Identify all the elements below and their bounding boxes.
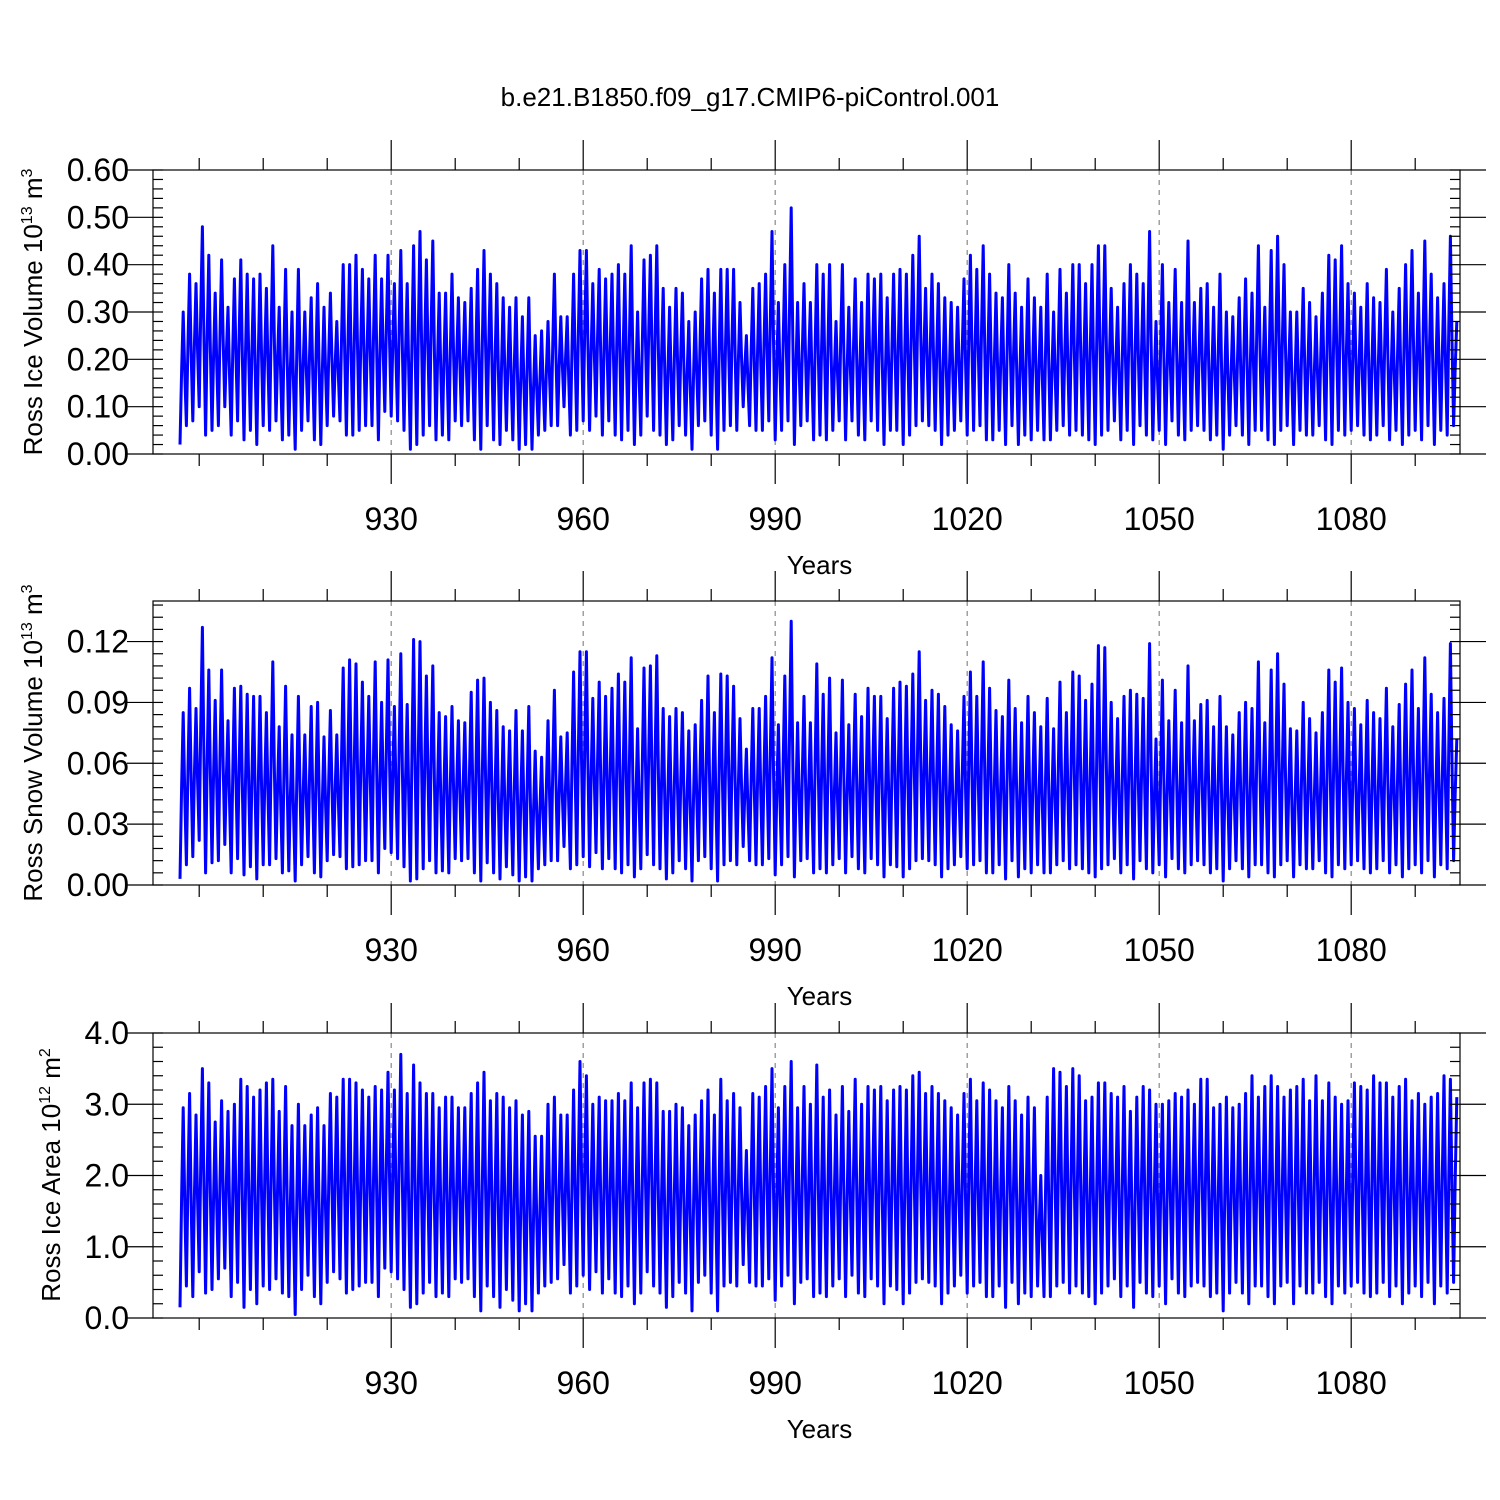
ross-snow-volume-xtick-label: 1020 xyxy=(932,932,1003,968)
ross-ice-area-ytick-label: 0.0 xyxy=(85,1300,129,1336)
ross-ice-area-ytick-label: 3.0 xyxy=(85,1086,129,1122)
ross-ice-area-y-axis-title-exp: 12 xyxy=(37,1086,54,1104)
ross-snow-volume-xtick-label: 960 xyxy=(557,932,610,968)
ross-ice-area-xtick-label: 990 xyxy=(749,1365,802,1401)
ross-ice-volume-y-axis-title-unit: m xyxy=(18,177,48,206)
ross-ice-volume-series-line xyxy=(178,206,1459,451)
ross-ice-volume-xtick-label: 1080 xyxy=(1316,501,1387,537)
ross-snow-volume-y-axis-title-main: Ross Snow Volume 10 xyxy=(18,640,48,902)
ross-snow-volume-plot-frame xyxy=(152,600,1461,886)
ross-snow-volume-xtick-label: 930 xyxy=(365,932,418,968)
ross-ice-area-xtick-label: 960 xyxy=(557,1365,610,1401)
ross-ice-volume-ytick-label: 0.10 xyxy=(67,389,129,425)
ross-ice-area-ytick-label: 1.0 xyxy=(85,1229,129,1265)
ross-ice-area-ytick-label: 4.0 xyxy=(85,1015,129,1051)
ross-snow-volume-ytick-label: 0.12 xyxy=(67,624,129,660)
ross-ice-area-xtick-label: 1050 xyxy=(1124,1365,1195,1401)
ross-ice-area-panel: 930 960 990 1020 1050 1080 0.0 1.0 2.0 3.0 4.0 Year… xyxy=(36,1003,1486,1444)
ross-ice-volume-xtick-label: 930 xyxy=(365,501,418,537)
ross-ice-area-xtick-label: 1080 xyxy=(1316,1365,1387,1401)
figure-title: b.e21.B1850.f09_g17.CMIP6-piControl.001 xyxy=(501,82,1000,112)
ross-snow-volume-y-axis-title: Ross Snow Volume 1013 m3 xyxy=(18,584,48,901)
ross-snow-volume-y-axis-title-unit: m xyxy=(18,593,48,622)
ross-ice-volume-xtick-label: 990 xyxy=(749,501,802,537)
ross-snow-volume-x-axis-title: Years xyxy=(787,981,853,1011)
ross-ice-volume-x-axis-title: Years xyxy=(787,550,853,580)
ross-ice-volume-y-axis-title: Ross Ice Volume 1013 m3 xyxy=(18,168,48,455)
ross-snow-volume-series-line xyxy=(178,619,1459,883)
ross-ice-area-x-axis-title: Years xyxy=(787,1414,853,1444)
ross-snow-volume-xtick-label: 990 xyxy=(749,932,802,968)
ross-ice-area-series-line xyxy=(178,1052,1459,1316)
ross-ice-area-y-axis-title-main: Ross Ice Area 10 xyxy=(36,1104,66,1302)
ross-snow-volume-ytick-label: 0.09 xyxy=(67,684,129,720)
ross-snow-volume-ytick-label: 0.03 xyxy=(67,806,129,842)
ross-ice-volume-ytick-label: 0.60 xyxy=(67,152,129,188)
ross-ice-area-xtick-label: 1020 xyxy=(932,1365,1003,1401)
ross-snow-volume-xtick-label: 1080 xyxy=(1316,932,1387,968)
ross-snow-volume-y-axis-title-exp: 13 xyxy=(19,622,36,640)
ross-ice-volume-xtick-label: 960 xyxy=(557,501,610,537)
ross-ice-area-y-axis-title-unit-exp: 2 xyxy=(37,1048,54,1057)
ross-ice-area-y-axis-title-unit: m xyxy=(36,1057,66,1086)
ross-ice-volume-xtick-label: 1020 xyxy=(932,501,1003,537)
ross-ice-volume-ytick-label: 0.30 xyxy=(67,294,129,330)
ross-ice-volume-y-axis-title-unit-exp: 3 xyxy=(19,168,36,177)
ross-ice-volume-ytick-label: 0.20 xyxy=(67,341,129,377)
ross-ice-volume-ytick-label: 0.40 xyxy=(67,247,129,283)
ross-ice-volume-y-axis-title-exp: 13 xyxy=(19,206,36,224)
ross-ice-area-ytick-label: 2.0 xyxy=(85,1158,129,1194)
ross-snow-volume-y-axis-title-unit-exp: 3 xyxy=(19,584,36,593)
ross-ice-volume-xtick-label: 1050 xyxy=(1124,501,1195,537)
ross-ice-volume-ytick-label: 0.50 xyxy=(67,199,129,235)
panels-group: 930 960 990 1020 1050 1080 0.00 0.10 0.20 0.30 0.4… xyxy=(18,140,1486,1444)
ross-snow-volume-xtick-label: 1050 xyxy=(1124,932,1195,968)
ross-ice-volume-y-axis-title-main: Ross Ice Volume 10 xyxy=(18,224,48,455)
ross-snow-volume-ytick-label: 0.06 xyxy=(67,745,129,781)
ross-snow-volume-ytick-label: 0.00 xyxy=(67,867,129,903)
ross-ice-area-y-axis-title: Ross Ice Area 1012 m2 xyxy=(36,1048,66,1302)
ross-ice-area-xtick-label: 930 xyxy=(365,1365,418,1401)
ross-ice-volume-ytick-label: 0.00 xyxy=(67,436,129,472)
ross-snow-volume-panel: 930 960 990 1020 1050 1080 0.00 0.03 0.06 0.09 0.1… xyxy=(18,571,1486,1011)
ross-ice-volume-panel: 930 960 990 1020 1050 1080 0.00 0.10 0.20 0.30 0.4… xyxy=(18,140,1486,580)
